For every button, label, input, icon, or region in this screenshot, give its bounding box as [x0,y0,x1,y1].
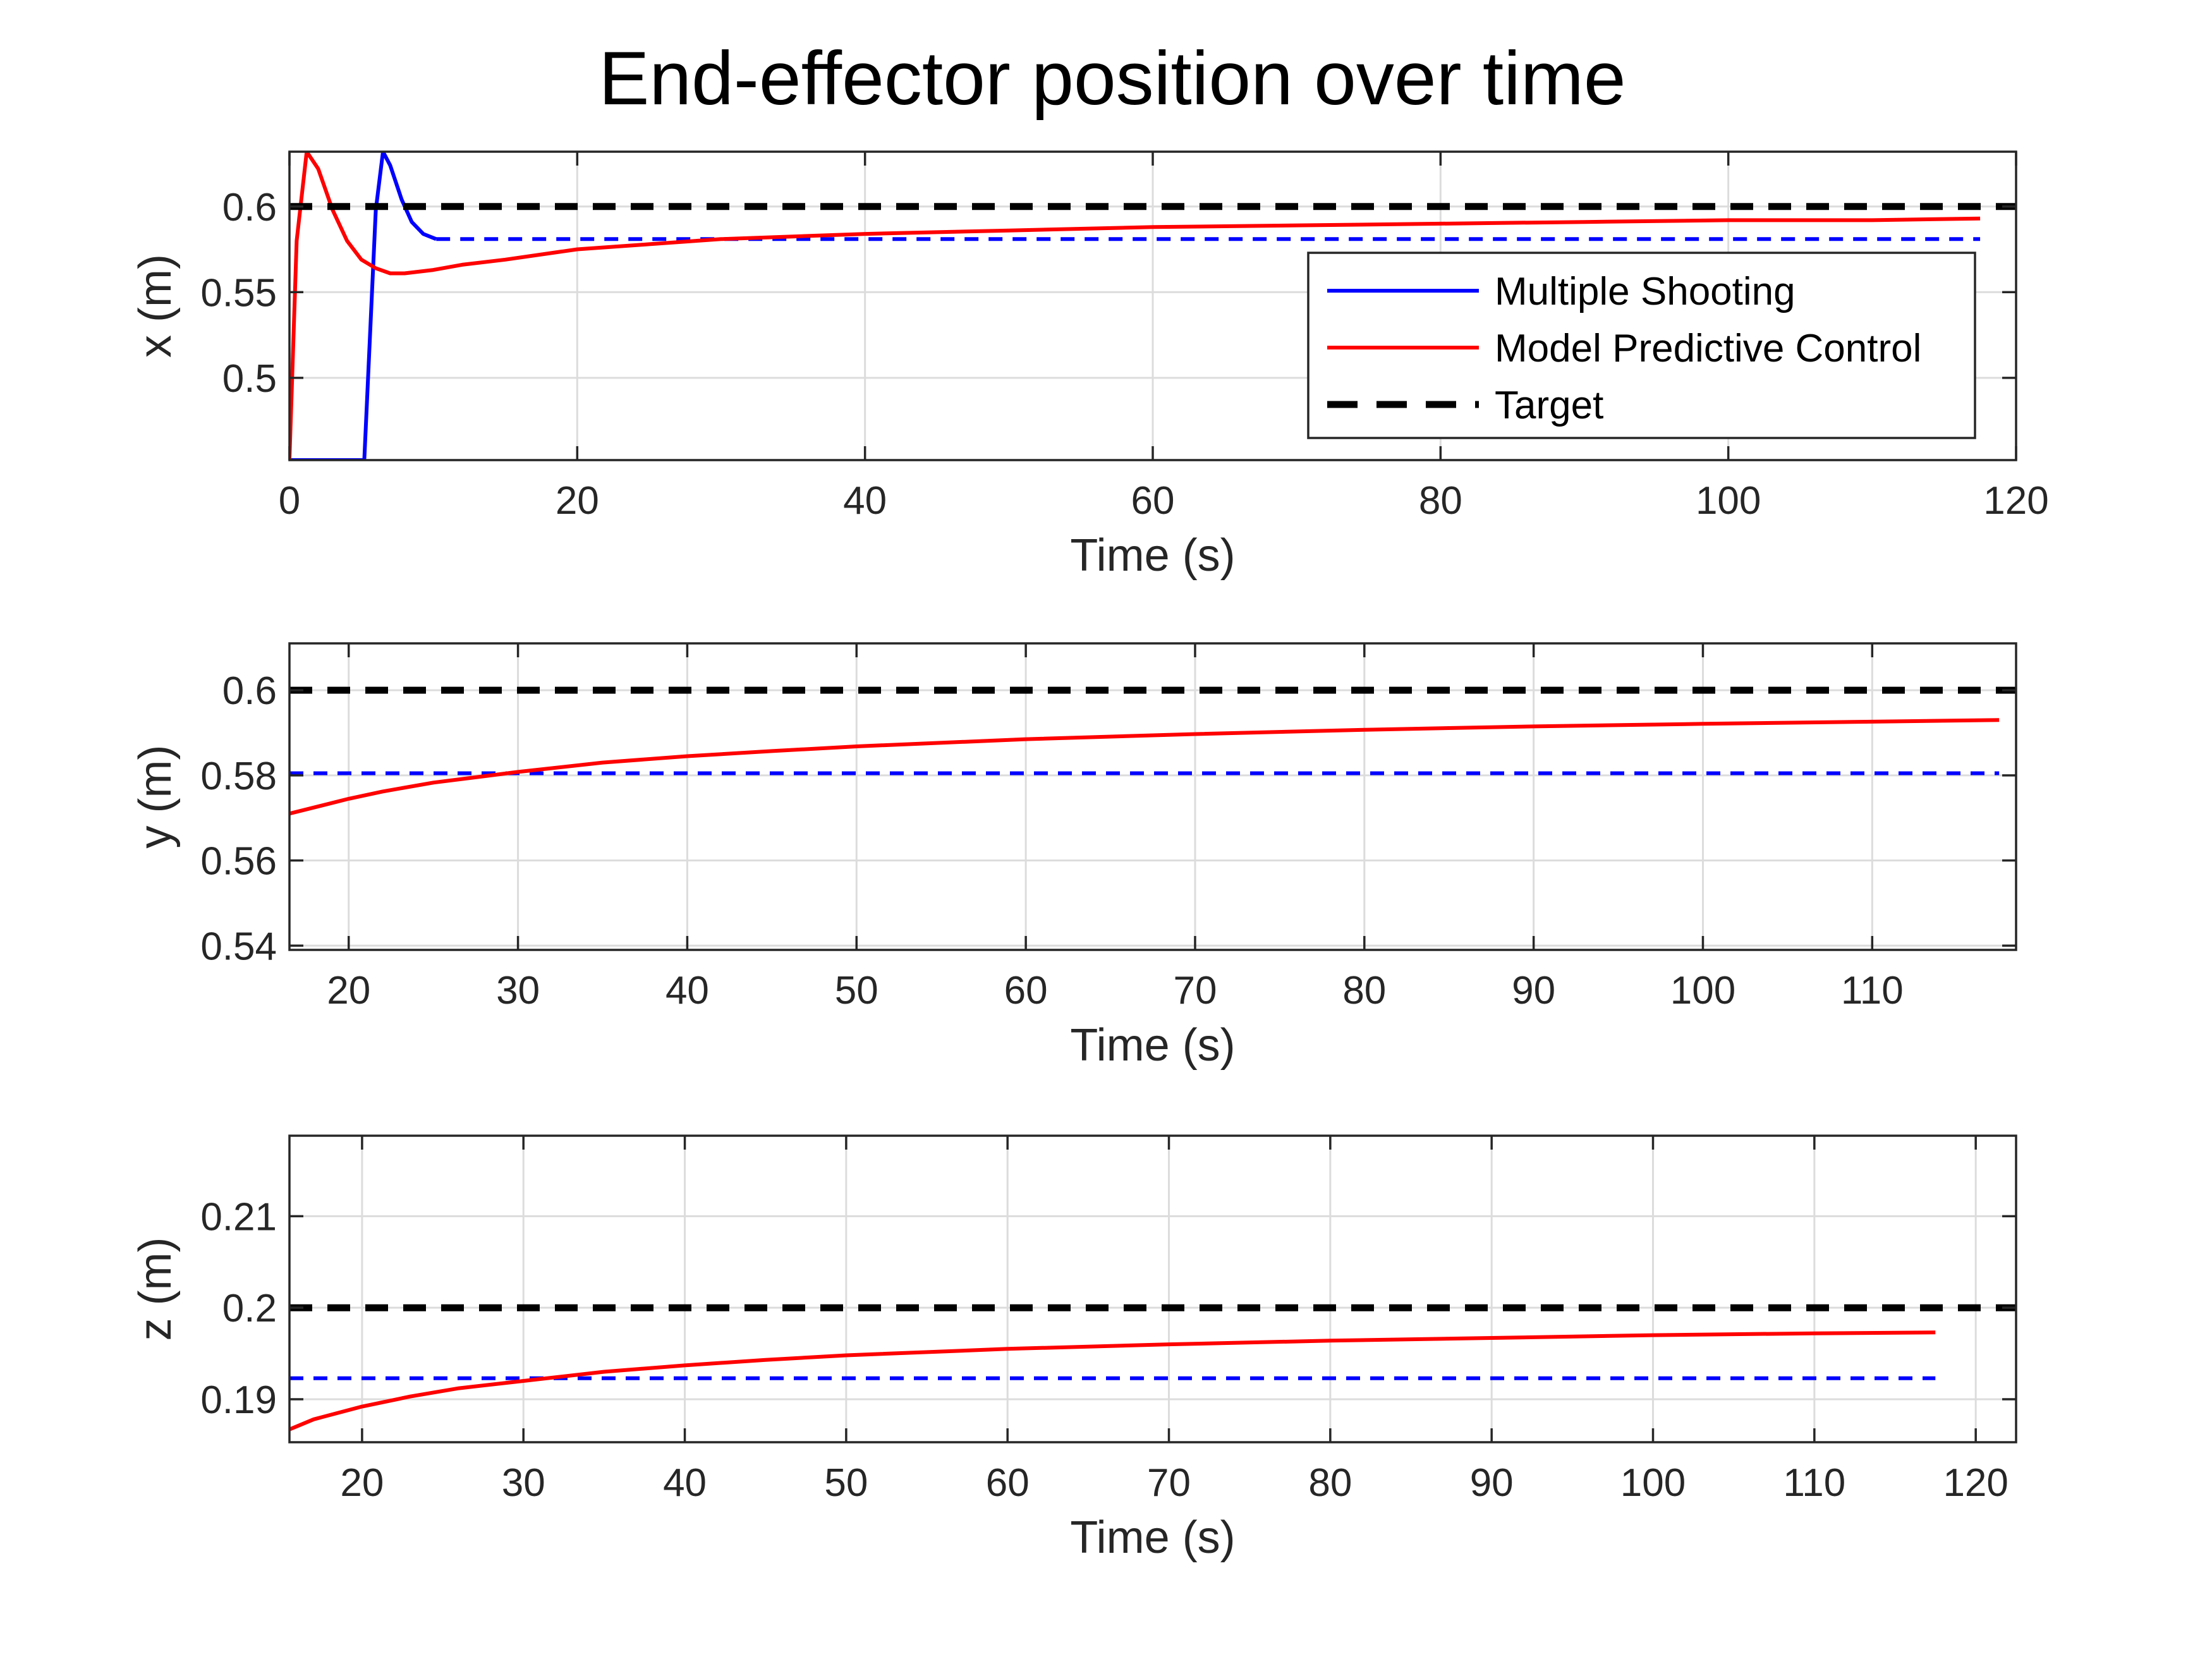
axes-frame [288,1134,2017,1443]
series-line-model-predictive-control [289,1330,1936,1431]
x-tick-label: 80 [1308,1461,1352,1505]
x-axis-label: Time (s) [1070,1512,1235,1563]
x-tick-label: 40 [843,479,887,523]
x-tick-label: 50 [835,969,878,1012]
legend-entry-label: Model Predictive Control [1495,327,1921,370]
y-tick-label: 0.6 [222,669,277,713]
y-axis-label: z (m) [130,1237,181,1341]
x-tick-label: 20 [556,479,599,523]
x-tick-label: 110 [1783,1461,1845,1505]
panel-y-panel: 20 30 40 50 60 70 80 90 100 110 0.54 0.56 0.58 0.6 Tim… [130,642,2017,1071]
y-tick-label: 0.19 [200,1378,277,1422]
x-tick-label: 120 [1943,1461,2008,1505]
x-tick-label: 80 [1419,479,1462,523]
y-tick-label: 0.56 [200,840,277,884]
x-tick-label: 0 [279,479,300,523]
y-tick-label: 0.21 [200,1195,277,1239]
x-tick-label: 30 [502,1461,545,1505]
y-tick-label: 0.5 [222,357,277,401]
legend: Multiple Shooting Model Predictive Contro… [1307,252,1976,439]
x-tick-label: 20 [340,1461,384,1505]
series-line-model-predictive-control [289,718,2000,816]
y-axis-label: y (m) [130,745,181,849]
x-tick-label: 90 [1470,1461,1514,1505]
x-tick-label: 60 [1004,969,1048,1012]
legend-entry-label: Multiple Shooting [1495,270,1796,313]
x-tick-label: 60 [986,1461,1030,1505]
legend-entry-label: Target [1495,384,1603,427]
legend-box [1307,252,1976,439]
y-tick-label: 0.54 [200,925,277,968]
panels: 0 20 40 60 80 100 120 0.5 0.55 0.6 Time (s) x (m) 20… [130,150,2049,1563]
y-tick-label: 0.2 [222,1287,277,1330]
x-tick-label: 70 [1147,1461,1191,1505]
x-tick-label: 40 [665,969,709,1012]
x-tick-label: 70 [1173,969,1217,1012]
x-axis-label: Time (s) [1070,1020,1235,1071]
panel-z-panel: 20 30 40 50 60 70 80 90 100 110 120 0.19 0.2 0.21 Time… [130,1134,2017,1563]
y-tick-label: 0.55 [200,271,277,315]
x-tick-label: 60 [1131,479,1175,523]
x-tick-label: 30 [496,969,540,1012]
panel-x-panel: 0 20 40 60 80 100 120 0.5 0.55 0.6 Time (s) x (m) [130,150,2049,581]
y-tick-label: 0.6 [222,186,277,229]
x-tick-label: 90 [1512,969,1555,1012]
series-line-multiple-shooting [289,152,437,460]
series-group [289,1304,2016,1431]
x-tick-label: 120 [1983,479,2048,523]
x-tick-label: 50 [824,1461,868,1505]
series-group [289,686,2016,816]
x-tick-label: 80 [1342,969,1386,1012]
x-tick-label: 100 [1696,479,1761,523]
x-tick-label: 100 [1620,1461,1686,1505]
x-tick-label: 100 [1670,969,1735,1012]
axes-frame [288,642,2017,951]
series-group [289,152,2016,460]
x-tick-label: 20 [327,969,370,1012]
x-tick-label: 40 [663,1461,707,1505]
x-axis-label: Time (s) [1070,530,1235,581]
y-axis-label: x (m) [130,254,181,358]
chart-title: End-effector position over time [599,36,1626,121]
y-tick-label: 0.58 [200,755,277,798]
x-tick-label: 110 [1841,969,1904,1012]
